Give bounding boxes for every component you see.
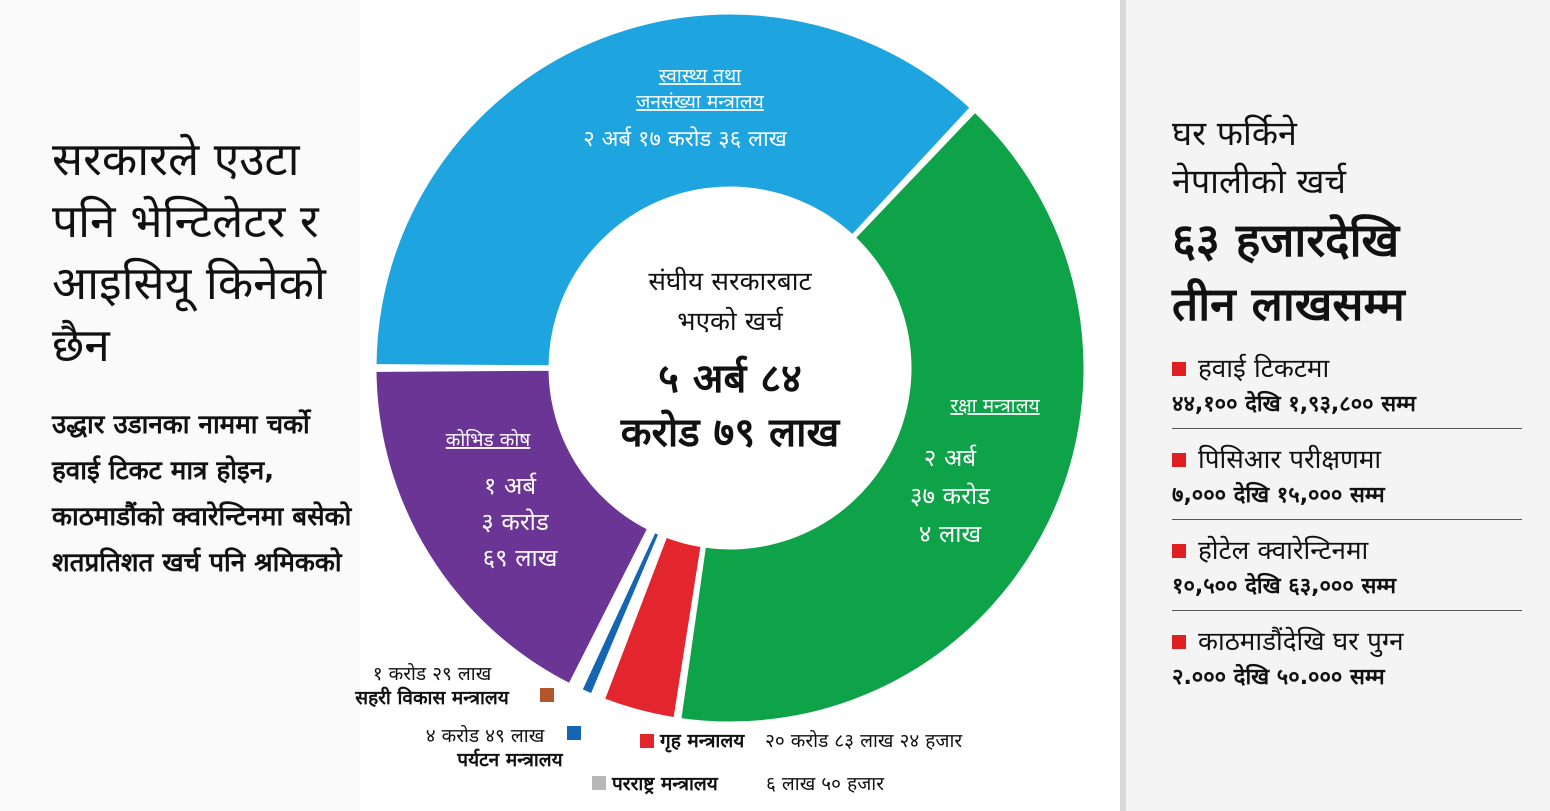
slice-health — [373, 11, 974, 369]
center-line1: संघीय सरकारबाट — [648, 266, 812, 297]
cost-item: पिसिआर परीक्षणमा ७,००० देखि १५,००० सम्म — [1172, 439, 1522, 520]
cost-value: १०,५०० देखि ६३,००० सम्म — [1172, 574, 1397, 599]
right-title-line2: नेपालीको खर्च — [1172, 162, 1346, 202]
urban-name: सहरी विकास मन्त्रालय — [354, 686, 510, 709]
center-value-line1: ५ अर्ब ८४ — [658, 355, 802, 402]
square-bullet-icon — [1172, 362, 1186, 376]
defence-value-line1: २ अर्ब — [924, 444, 977, 472]
tourism-name: पर्यटन मन्त्रालय — [456, 748, 563, 771]
right-title: घर फर्किने नेपालीको खर्च — [1172, 110, 1346, 206]
square-bullet-icon — [1172, 635, 1186, 649]
home-name: गृह मन्त्रालय — [659, 730, 745, 753]
cost-label: पिसिआर परीक्षणमा — [1198, 445, 1382, 475]
urban-value: १ करोड २९ लाख — [373, 662, 492, 685]
defence-name: रक्षा मन्त्रालय — [950, 395, 1040, 417]
foreign-name: परराष्ट्र मन्त्रालय — [611, 773, 719, 795]
cost-label: होटेल क्वारेन्टिनमा — [1198, 536, 1369, 566]
slice-home — [601, 534, 704, 721]
cost-item: काठमाडौंदेखि घर पुग्न २.००० देखि ५०.००० … — [1172, 621, 1522, 701]
covid-fund-value-line2: ३ करोड — [481, 508, 550, 536]
slice-defence — [678, 108, 1087, 725]
slice-foreign — [594, 532, 666, 700]
center-value-line2: करोड ७९ लाख — [620, 409, 841, 456]
home-legend-square — [640, 734, 654, 748]
cost-list: हवाई टिकटमा ४४,१०० देखि १,९३,८०० सम्म पि… — [1172, 348, 1522, 711]
cost-value: ४४,१०० देखि १,९३,८०० सम्म — [1172, 392, 1416, 417]
health-value: २ अर्ब १७ करोड ३६ लाख — [583, 126, 788, 152]
health-name-line2: जनसंख्या मन्त्रालय — [636, 91, 764, 113]
center-line2: भएको खर्च — [677, 306, 783, 337]
covid-fund-value-line1: १ अर्ब — [484, 472, 537, 500]
tourism-value: ४ करोड ४९ लाख — [426, 724, 545, 747]
cost-value: २.००० देखि ५०.००० सम्म — [1172, 665, 1385, 690]
slice-tourism — [578, 529, 662, 697]
square-bullet-icon — [1172, 544, 1186, 558]
cost-label: हवाई टिकटमा — [1198, 354, 1330, 384]
slice-covid-fund — [373, 367, 651, 687]
headline: सरकारले एउटा पनि भेन्टिलेटर र आइसियू किन… — [52, 132, 326, 372]
right-panel: घर फर्किने नेपालीको खर्च ६३ हजारदेखि तीन… — [1120, 0, 1550, 811]
square-bullet-icon — [1172, 453, 1186, 467]
health-name-line1: स्वास्थ्य तथा — [659, 65, 742, 87]
right-big-line1: ६३ हजारदेखि — [1172, 213, 1400, 267]
tourism-legend-square — [567, 726, 581, 740]
subtext: उद्धार उडानका नाममा चर्को हवाई टिकट मात्… — [52, 410, 352, 578]
left-panel: सरकारले एउटा पनि भेन्टिलेटर र आइसियू किन… — [0, 0, 360, 811]
cost-label: काठमाडौंदेखि घर पुग्न — [1198, 627, 1404, 657]
foreign-legend-square — [592, 776, 606, 790]
right-big-line2: तीन लाखसम्म — [1172, 277, 1405, 331]
home-value: २० करोड ८३ लाख २४ हजार — [765, 729, 963, 752]
urban-legend-square — [540, 688, 554, 702]
cost-item: होटेल क्वारेन्टिनमा १०,५०० देखि ६३,००० स… — [1172, 530, 1522, 611]
donut-chart: संघीय सरकारबाट भएको खर्च ५ अर्ब ८४ करोड ७९ … — [354, 11, 1087, 795]
defence-value-line3: ४ लाख — [919, 520, 982, 548]
slice-urban — [572, 527, 655, 691]
cost-value: ७,००० देखि १५,००० सम्म — [1172, 483, 1385, 508]
covid-fund-name: कोभिड कोष — [446, 428, 532, 451]
covid-fund-value-line3: ६९ लाख — [483, 544, 558, 572]
right-title-line1: घर फर्किने — [1172, 114, 1297, 154]
cost-item: हवाई टिकटमा ४४,१०० देखि १,९३,८०० सम्म — [1172, 348, 1522, 429]
foreign-value: ६ लाख ५० हजार — [766, 773, 885, 795]
right-big-title: ६३ हजारदेखि तीन लाखसम्म — [1172, 208, 1405, 336]
defence-value-line2: ३७ करोड — [910, 482, 991, 510]
